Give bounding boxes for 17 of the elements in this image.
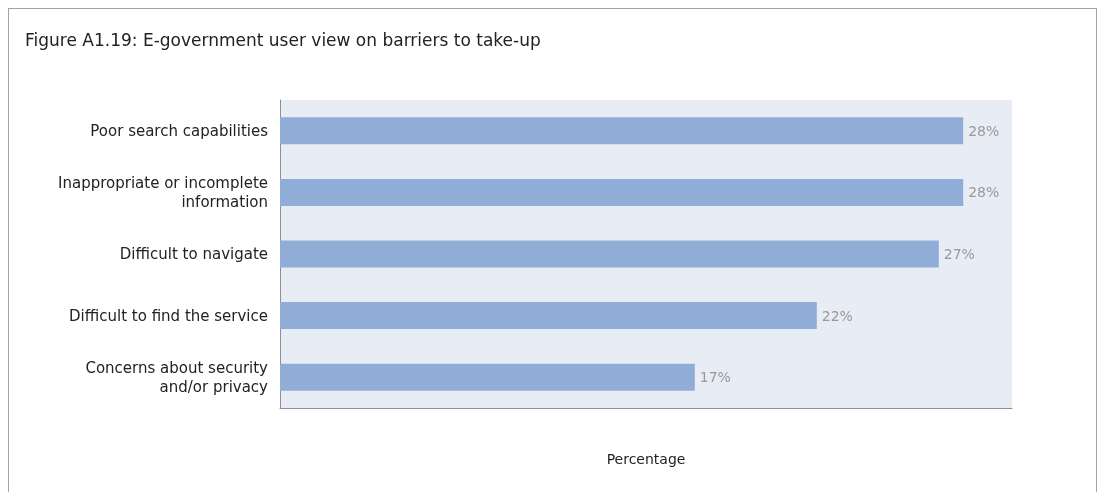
y-tick-label: Difficult to find the service: [69, 306, 268, 325]
y-tick-label: Poor search capabilities: [90, 121, 269, 140]
y-tick-label: Concerns about security and/or privacy: [85, 358, 269, 396]
bar: [280, 302, 817, 330]
x-axis-title: Percentage: [606, 451, 686, 467]
data-label: 27%: [943, 246, 975, 262]
data-label: 28%: [968, 184, 1000, 201]
bar: [280, 240, 939, 268]
chart-title: Figure A1.19: E-government user view on barriers to take-up: [25, 29, 541, 50]
data-label: 22%: [821, 307, 853, 324]
data-label: 28%: [968, 122, 1000, 139]
bar: [280, 363, 695, 391]
data-label: 17%: [699, 369, 731, 386]
y-tick-label: Difficult to navigate: [119, 245, 268, 263]
bar: [280, 117, 964, 145]
bar: [280, 178, 964, 206]
y-tick-label: Inappropriate or incomplete information: [58, 173, 268, 211]
